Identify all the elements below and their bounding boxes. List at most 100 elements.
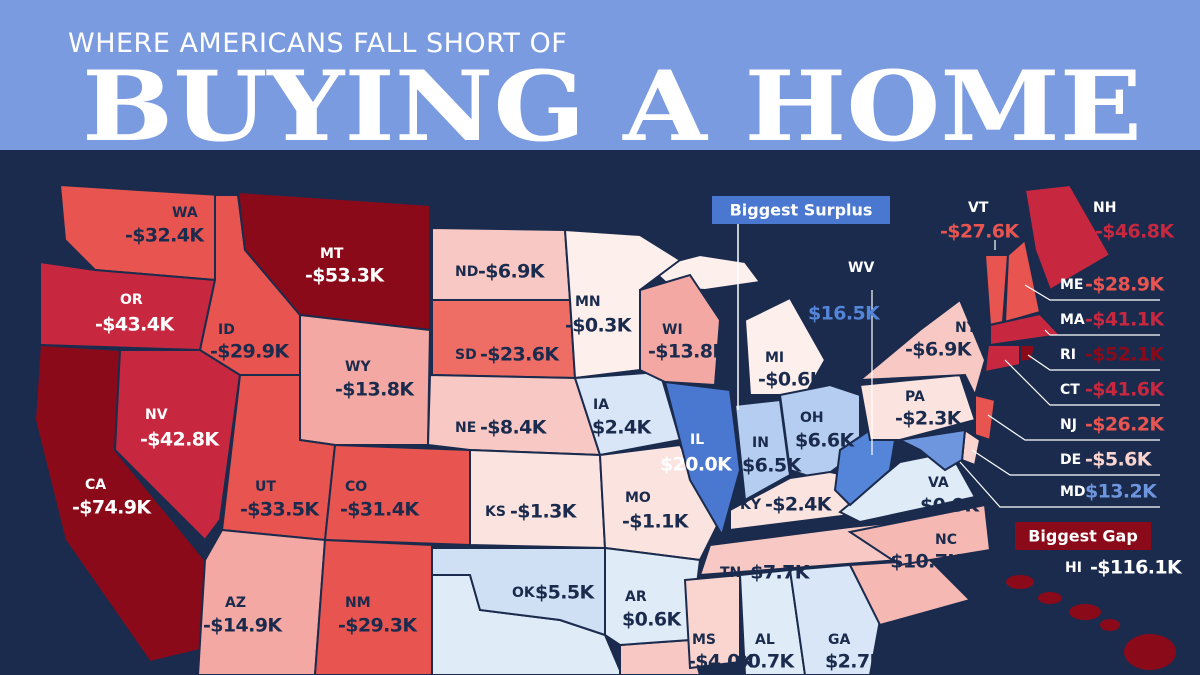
leader-line bbox=[1044, 329, 1160, 336]
state-shape bbox=[733, 398, 792, 502]
state-abbr: NY bbox=[955, 320, 978, 336]
state-value: -$32.4K bbox=[125, 225, 205, 247]
state-abbr: NM bbox=[345, 595, 371, 611]
island-shape bbox=[1069, 604, 1101, 620]
state-shape bbox=[896, 428, 967, 472]
state-value: -$42.8K bbox=[140, 429, 220, 451]
state-abbr: SC bbox=[935, 609, 955, 625]
state-abbr: DE bbox=[1060, 452, 1081, 468]
state-value: -$4.0K bbox=[688, 651, 756, 673]
state-value: -$23.6K bbox=[480, 344, 560, 366]
state-shape bbox=[1023, 183, 1112, 292]
state-value: -$41.1K bbox=[1085, 309, 1165, 331]
state-value: -$10.5K bbox=[930, 629, 1010, 651]
state-shape bbox=[663, 380, 742, 538]
kicker: WHERE AMERICANS FALL SHORT OF bbox=[68, 28, 567, 59]
state-value: -$26.2K bbox=[1085, 414, 1165, 436]
state-value: $0.7K bbox=[735, 651, 795, 673]
state-abbr: UT bbox=[255, 479, 276, 495]
state-value: -$6.9K bbox=[905, 339, 973, 361]
state-shape bbox=[983, 344, 1021, 374]
state-abbr: VT bbox=[968, 200, 989, 216]
state-value: $6.6K bbox=[795, 430, 855, 452]
state-abbr: IA bbox=[593, 397, 609, 413]
state-value: -$27.6K bbox=[940, 221, 1020, 243]
state-value: -$0.3K bbox=[565, 315, 633, 337]
state-abbr: OK bbox=[512, 585, 536, 601]
leader-line bbox=[1027, 354, 1160, 371]
state-value: -$31.4K bbox=[340, 499, 420, 521]
state-abbr: WY bbox=[345, 359, 371, 375]
state-value: -$53.3K bbox=[305, 265, 385, 287]
state-abbr: MD bbox=[1060, 484, 1086, 500]
header-band bbox=[0, 0, 1200, 150]
island-shape bbox=[1124, 634, 1176, 670]
state-abbr: AR bbox=[625, 589, 647, 605]
island-shape bbox=[1006, 575, 1034, 589]
state-abbr: ID bbox=[218, 322, 235, 338]
state-shape bbox=[469, 448, 607, 550]
state-abbr: CO bbox=[345, 479, 367, 495]
state-shape bbox=[738, 568, 807, 675]
state-value: -$6.9K bbox=[478, 261, 546, 283]
state-abbr: CA bbox=[85, 477, 106, 493]
state-value: -$1.3K bbox=[510, 501, 578, 523]
state-shape bbox=[639, 273, 722, 387]
state-value: -$13.8K bbox=[335, 379, 415, 401]
state-abbr: WA bbox=[172, 205, 198, 221]
state-abbr: KY bbox=[740, 497, 762, 513]
leader-line bbox=[987, 414, 1160, 441]
state-abbr: OH bbox=[800, 410, 824, 426]
state-value: -$13.8K bbox=[648, 341, 728, 363]
state-abbr: SD bbox=[455, 347, 477, 363]
state-abbr: NE bbox=[455, 420, 476, 436]
state-abbr: MS bbox=[692, 632, 716, 648]
state-value: $5.5K bbox=[535, 582, 595, 604]
state-abbr: KS bbox=[485, 504, 506, 520]
annotation-box bbox=[1015, 522, 1151, 550]
state-value: -$41.6K bbox=[1085, 379, 1165, 401]
state-value: $20.0K bbox=[660, 454, 733, 476]
state-shape bbox=[683, 573, 741, 670]
state-abbr: NC bbox=[935, 532, 957, 548]
state-value: -$33.5K bbox=[240, 499, 320, 521]
state-value: $6.5K bbox=[742, 455, 802, 477]
state-value: -$5.6K bbox=[1085, 449, 1153, 471]
leader-line bbox=[971, 449, 1160, 476]
state-abbr: NH bbox=[1093, 200, 1116, 216]
state-abbr: PA bbox=[905, 389, 925, 405]
state-shape bbox=[431, 299, 577, 380]
state-abbr: NJ bbox=[1060, 417, 1077, 433]
state-abbr: IN bbox=[752, 435, 769, 451]
state-shape bbox=[1003, 238, 1042, 324]
state-abbr: OR bbox=[120, 292, 143, 308]
state-abbr: MT bbox=[320, 246, 344, 262]
leader-line bbox=[1004, 359, 1160, 406]
state-abbr: TN bbox=[720, 565, 741, 581]
annotation-box bbox=[712, 196, 890, 224]
state-abbr: MI bbox=[765, 350, 784, 366]
state-value: -$46.8K bbox=[1095, 221, 1175, 243]
state-abbr: WV bbox=[848, 260, 874, 276]
state-shape bbox=[974, 393, 997, 442]
state-value: -$1.1K bbox=[622, 511, 690, 533]
state-shape bbox=[743, 296, 827, 396]
state-shape bbox=[426, 373, 602, 457]
state-value: -$0.6K bbox=[758, 369, 826, 391]
state-abbr: ND bbox=[455, 264, 478, 280]
state-shape bbox=[196, 528, 327, 675]
state-shape bbox=[847, 503, 992, 567]
state-value: $13.2K bbox=[1085, 481, 1158, 503]
state-value: -$29.9K bbox=[210, 341, 290, 363]
state-shape bbox=[1019, 344, 1037, 364]
state-abbr: VA bbox=[928, 475, 949, 491]
state-shape bbox=[323, 443, 471, 547]
annotation: Biggest Surplus bbox=[730, 201, 873, 220]
state-shape bbox=[857, 298, 987, 398]
state-value: $0.9K bbox=[920, 495, 980, 517]
state-abbr: AL bbox=[755, 632, 775, 648]
island-shape bbox=[1100, 619, 1120, 631]
annotation: Biggest Gap bbox=[1028, 527, 1138, 546]
state-value: -$29.3K bbox=[338, 615, 418, 637]
